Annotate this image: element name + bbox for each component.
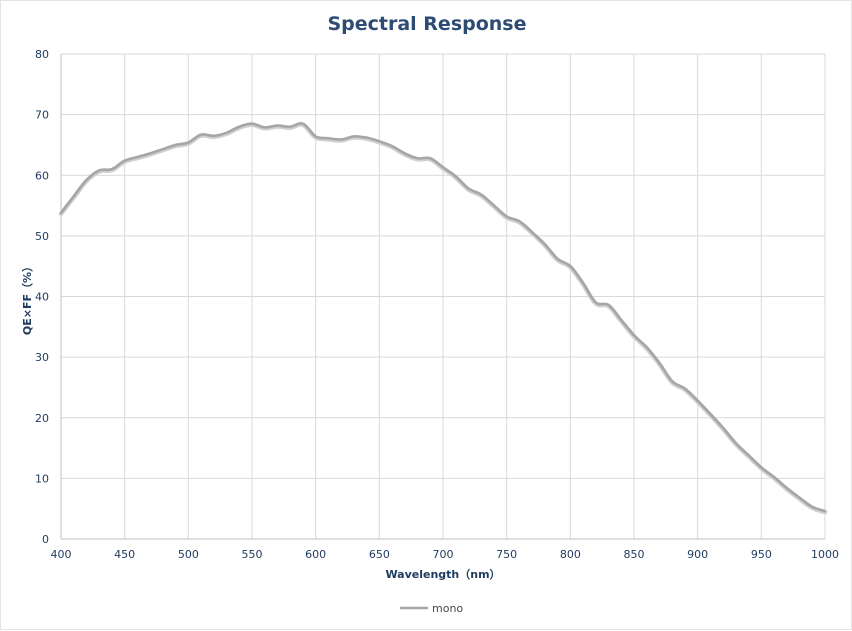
y-tick-label-10: 10 (35, 472, 49, 485)
y-tick-label-30: 30 (35, 351, 49, 364)
x-axis-label: Wavelength（nm） (385, 568, 500, 581)
x-tick-label-950: 950 (751, 548, 772, 561)
x-tick-label-800: 800 (560, 548, 581, 561)
x-tick-label-850: 850 (624, 548, 645, 561)
y-tick-label-70: 70 (35, 109, 49, 122)
y-axis-label: QE×FF（%） (21, 261, 34, 335)
x-tick-label-1000: 1000 (811, 548, 839, 561)
axis-layer: 400 450 500 550 600 650 700 750 800 850 900 950 1000… (35, 48, 839, 561)
legend: mono (400, 602, 463, 615)
x-tick-label-500: 500 (178, 548, 199, 561)
series-layer (58, 122, 828, 515)
y-tick-label-40: 40 (35, 291, 49, 304)
x-tick-label-700: 700 (433, 548, 454, 561)
grid-layer (61, 53, 826, 539)
x-tick-label-900: 900 (687, 548, 708, 561)
x-tick-label-400: 400 (51, 548, 72, 561)
legend-label-mono: mono (432, 602, 463, 615)
y-tick-label-20: 20 (35, 412, 49, 425)
y-tick-label-0: 0 (42, 533, 49, 546)
x-tick-label-750: 750 (496, 548, 517, 561)
chart-title: Spectral Response (327, 13, 526, 35)
x-tick-label-450: 450 (114, 548, 135, 561)
series-line-mono (59, 122, 827, 513)
x-tick-label-550: 550 (242, 548, 263, 561)
y-tick-label-80: 80 (35, 48, 49, 61)
y-tick-label-60: 60 (35, 169, 49, 182)
y-tick-label-50: 50 (35, 230, 49, 243)
x-tick-label-600: 600 (305, 548, 326, 561)
x-tick-label-650: 650 (369, 548, 390, 561)
